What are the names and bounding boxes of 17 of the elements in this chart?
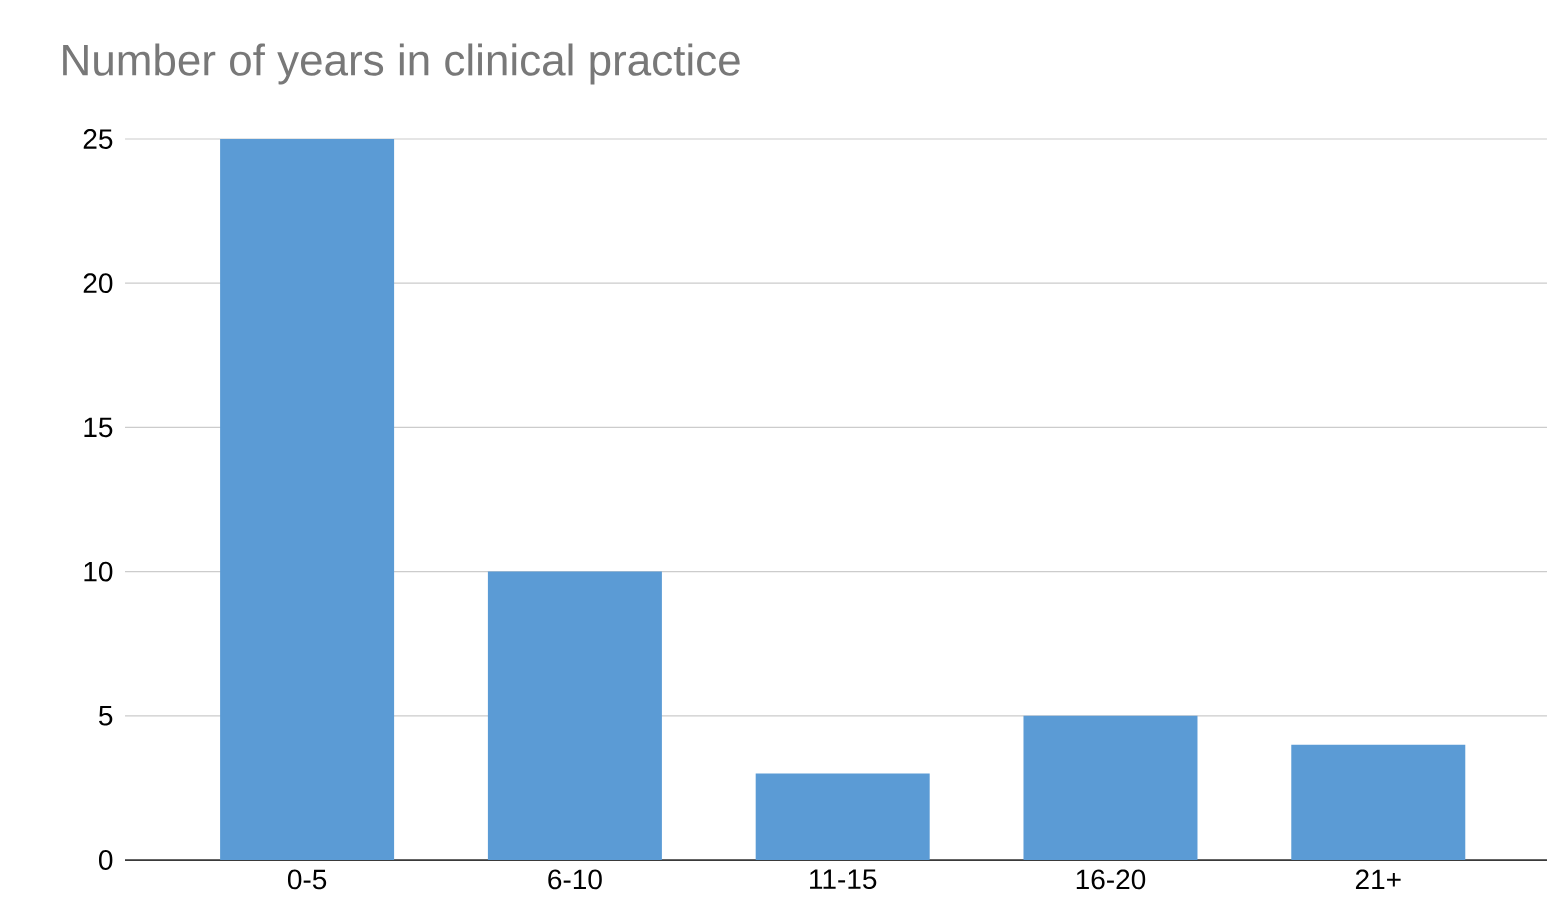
bar	[220, 139, 395, 860]
chart-title: Number of years in clinical practice	[63, 43, 740, 85]
x-tick-label: 11-15	[810, 869, 877, 890]
y-tick-label: 5	[99, 706, 113, 726]
x-tick-label: 16-20	[1076, 869, 1146, 890]
x-tick-label: 6-10	[548, 869, 602, 890]
y-tick-label: 15	[84, 417, 113, 438]
x-tick-label: 21+	[1355, 869, 1401, 890]
bar	[487, 571, 662, 860]
bar	[755, 773, 930, 860]
x-tick-label: 0-5	[287, 869, 327, 890]
y-tick-label: 0	[99, 850, 113, 870]
bar	[1023, 715, 1198, 860]
bar	[1291, 744, 1466, 860]
y-tick-label: 20	[83, 273, 113, 294]
y-tick-label: 10	[84, 561, 113, 582]
y-tick-label: 25	[83, 129, 113, 149]
